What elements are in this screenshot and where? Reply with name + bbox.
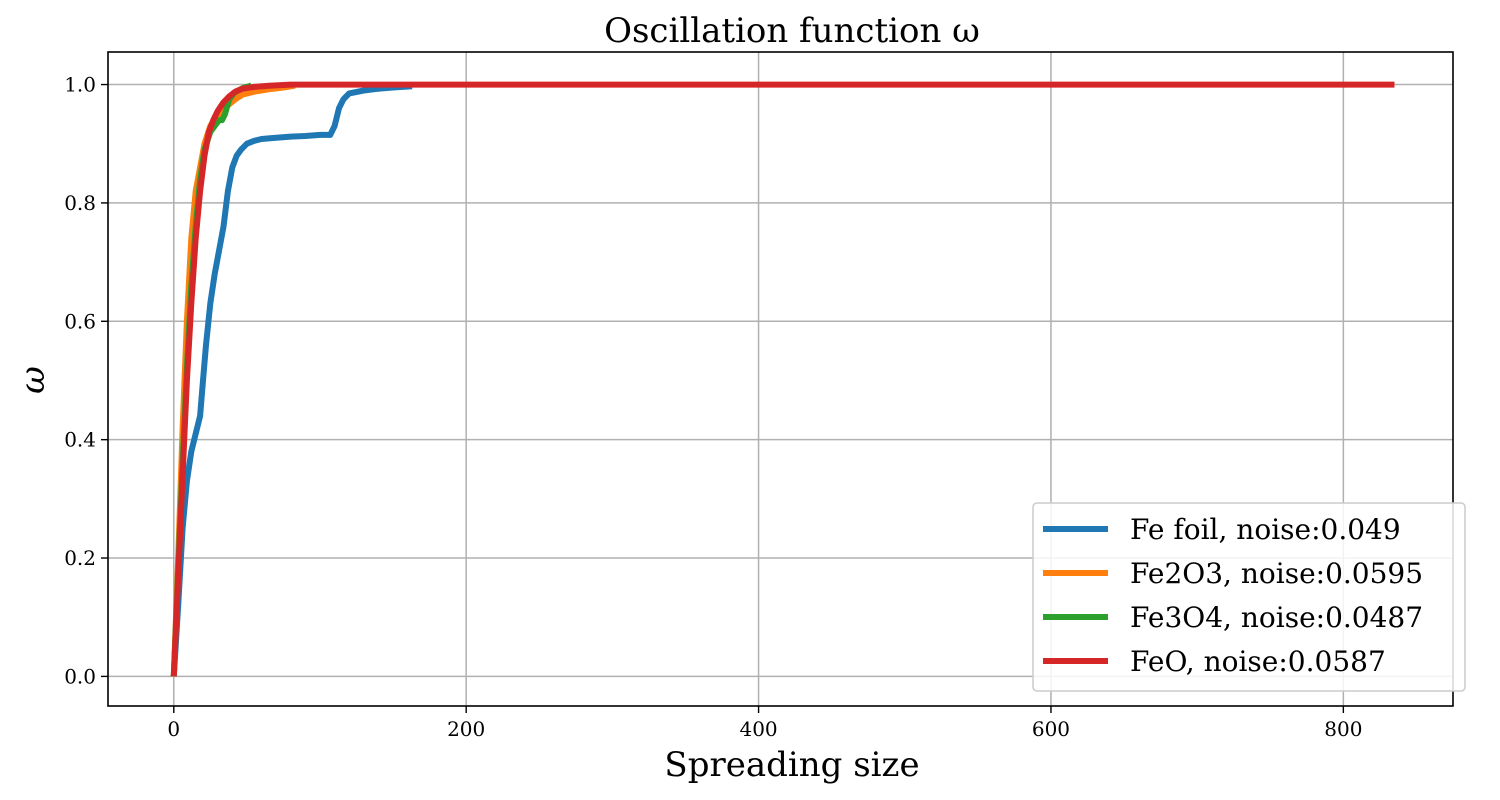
plot-frame: [107, 51, 1454, 707]
y-tick-label: 0.2: [64, 546, 96, 570]
y-tick-label: 1.0: [64, 73, 96, 97]
y-tick-label: 0.0: [64, 664, 96, 688]
y-axis-label: ω: [13, 366, 53, 394]
y-tick-label: 0.4: [64, 428, 96, 452]
x-tick-label: 0: [167, 717, 180, 741]
series-layer: [170, 81, 1395, 677]
tick-layer: 0 200 400 600 800 0.0 0.2 0.4 0.6 0.8 1.0: [64, 73, 1362, 741]
legend: Fe foil, noise:0.049 Fe2O3, noise:0.0595 F…: [1032, 502, 1466, 692]
legend-label-1: Fe2O3, noise:0.0595: [1130, 557, 1423, 590]
legend-label-0: Fe foil, noise:0.049: [1130, 513, 1401, 546]
x-tick-label: 200: [447, 717, 485, 741]
x-axis-label: Spreading size: [664, 745, 919, 785]
legend-box: [1032, 502, 1466, 692]
series-line-1: [170, 82, 296, 677]
x-tick-label: 800: [1324, 717, 1362, 741]
y-tick-label: 0.8: [64, 191, 96, 215]
x-tick-label: 600: [1032, 717, 1070, 741]
x-tick-label: 400: [739, 717, 777, 741]
chart-title: Oscillation function ω: [604, 11, 980, 51]
legend-label-2: Fe3O4, noise:0.0487: [1130, 601, 1423, 634]
legend-items: Fe foil, noise:0.049 Fe2O3, noise:0.0595 F…: [1043, 513, 1423, 678]
series-line-3: [170, 81, 1395, 677]
legend-label-3: FeO, noise:0.0587: [1130, 645, 1386, 678]
series-line-0: [170, 83, 413, 677]
y-tick-label: 0.6: [64, 309, 96, 333]
